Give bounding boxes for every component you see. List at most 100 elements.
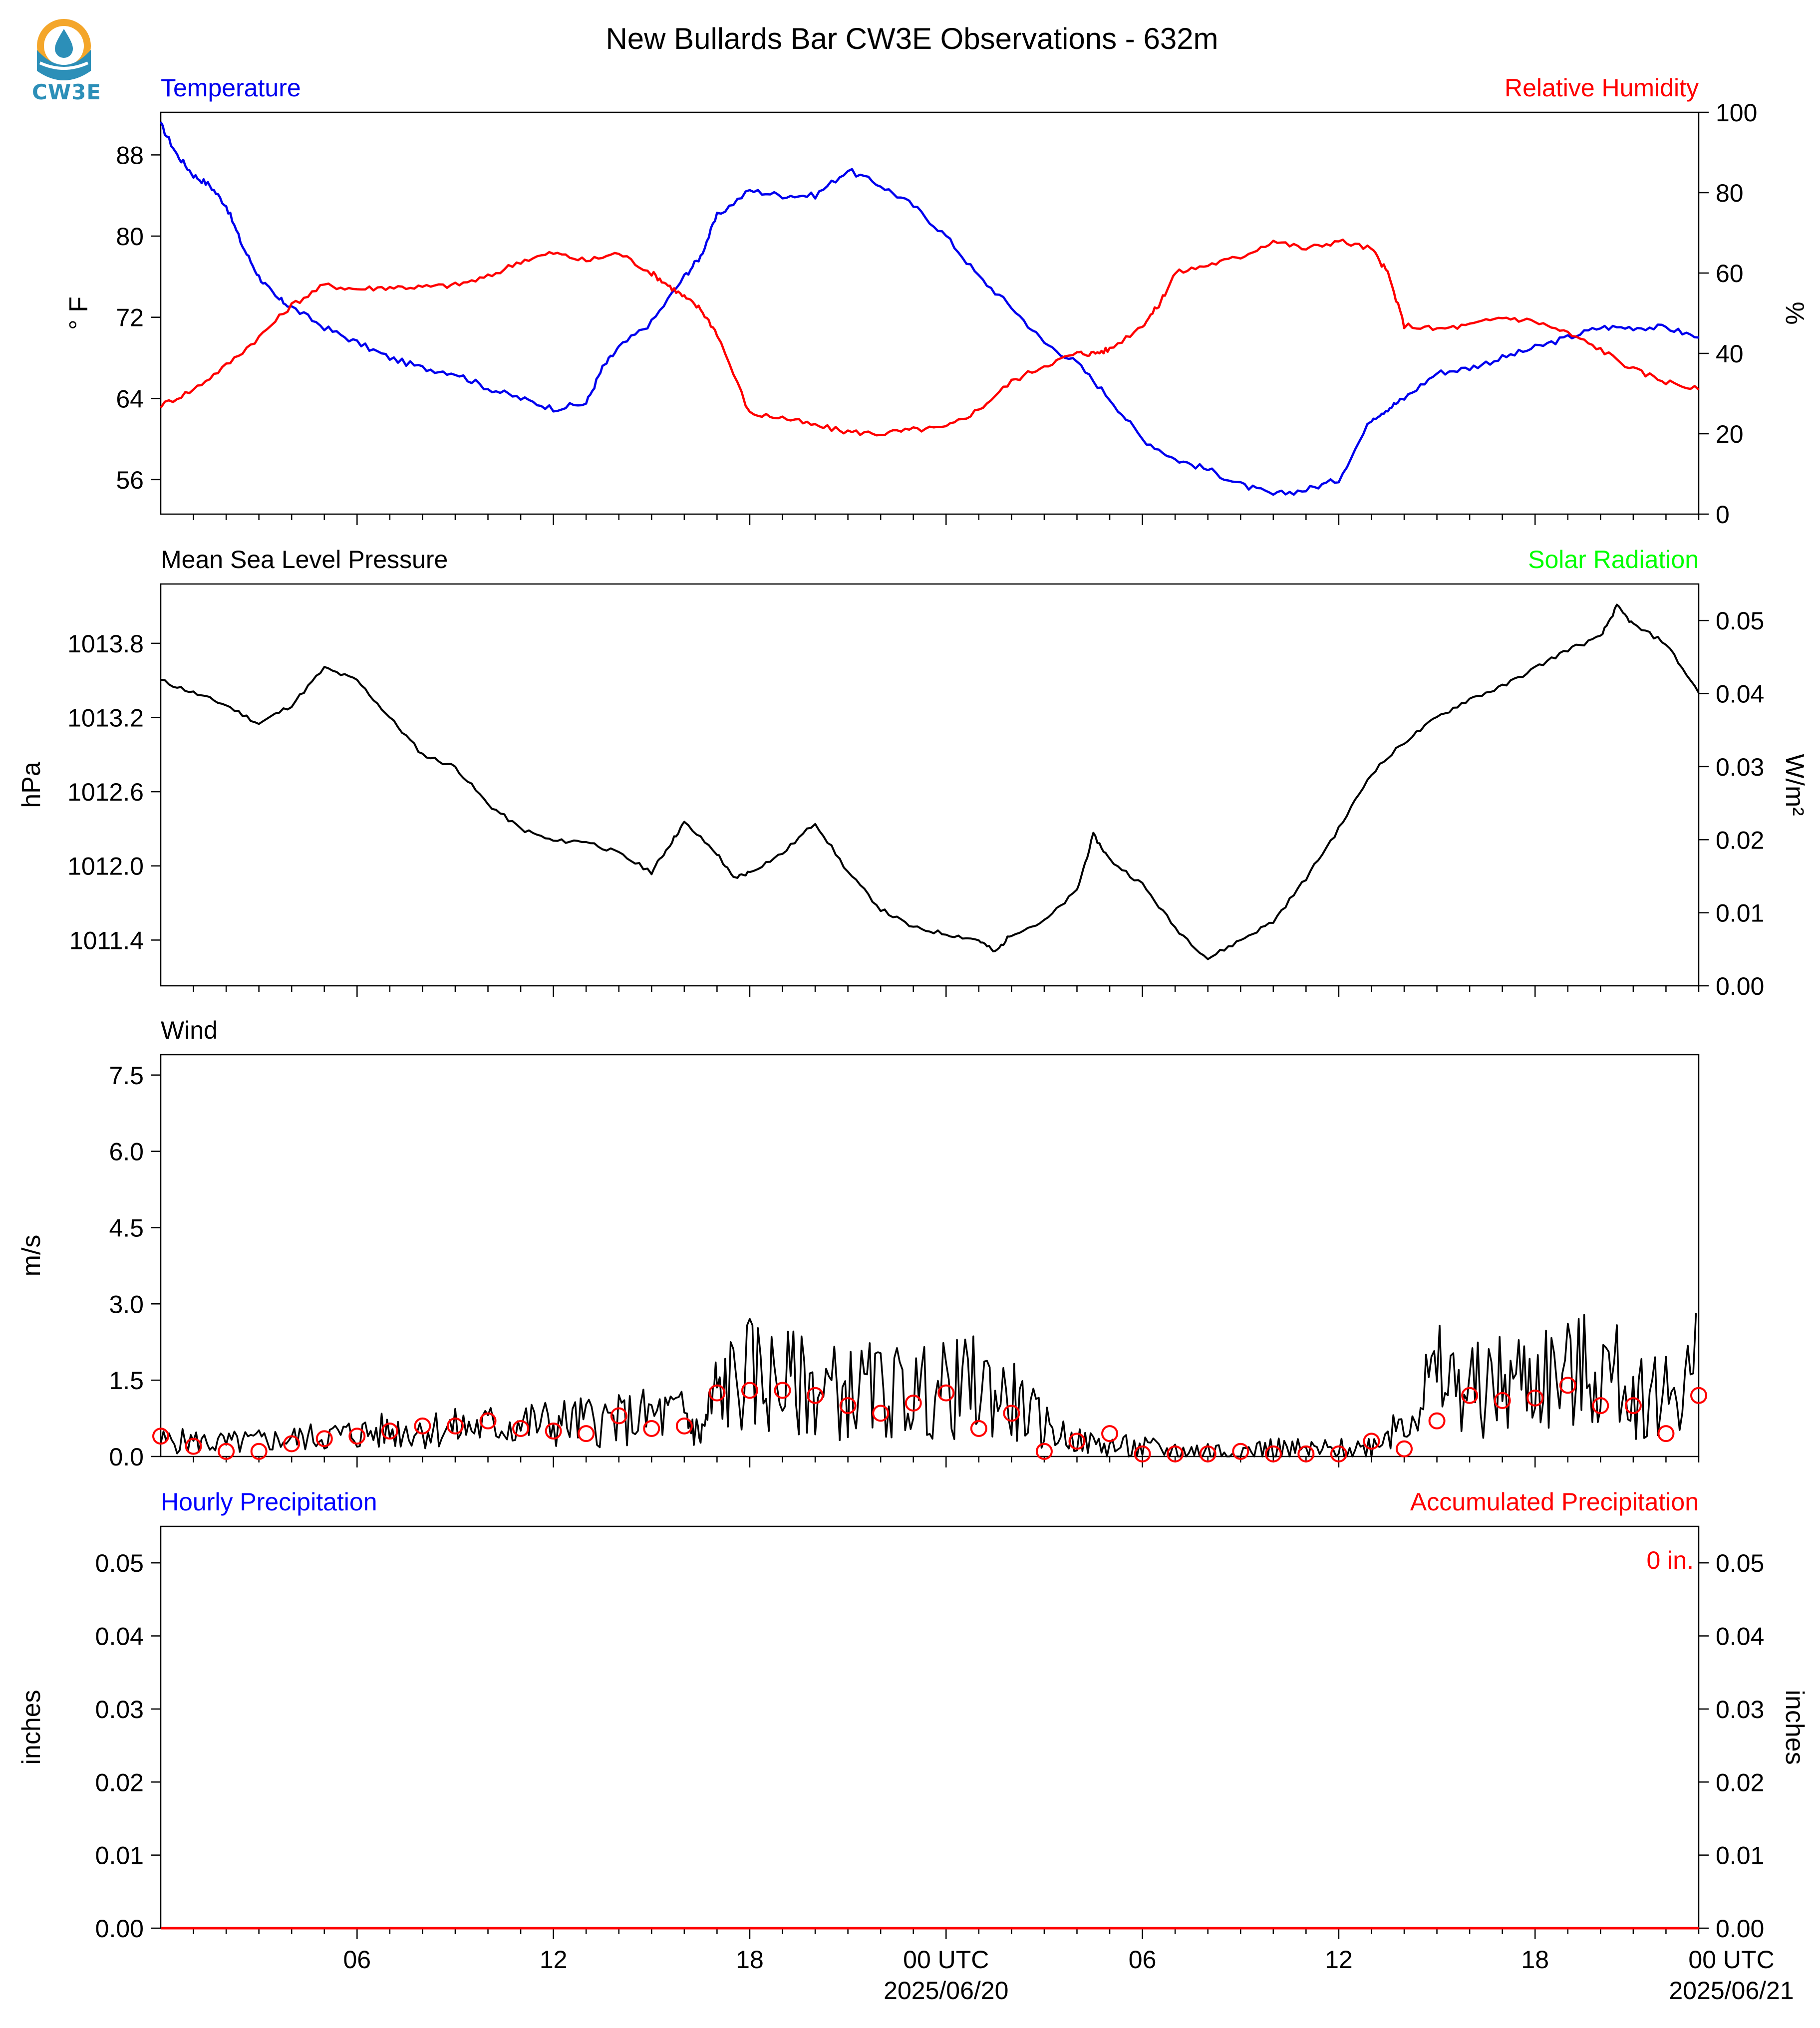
- wind-barb-marker: [774, 1382, 791, 1399]
- y-right-tick-label: 0.05: [1716, 607, 1764, 635]
- y-tick-label: 6.0: [109, 1138, 144, 1166]
- wind-barb-marker: [905, 1395, 922, 1412]
- wind-barb-marker: [348, 1428, 366, 1445]
- wind-barb-marker: [807, 1387, 824, 1404]
- y-right-tick-label: 0.05: [1716, 1549, 1764, 1577]
- accumulated-precip-annotation: 0 in.: [1646, 1546, 1694, 1574]
- wind-barb-marker: [708, 1384, 726, 1402]
- wind-barb-marker: [1526, 1389, 1544, 1407]
- wind-barb-marker: [1461, 1387, 1479, 1404]
- y-right-tick-label: 0.01: [1716, 899, 1764, 927]
- x-tick-label: 12: [540, 1946, 568, 1974]
- panel-4: Hourly Precipitation Accumulated Precipit…: [17, 1488, 1809, 1943]
- wind-barb-marker: [414, 1417, 431, 1435]
- wind-barb-marker: [250, 1443, 268, 1460]
- y-axis-label: hPa: [17, 762, 46, 808]
- wind-barb-marker: [1199, 1445, 1216, 1462]
- wind-barb-marker: [218, 1443, 235, 1460]
- y-right-tick-label: 0.00: [1716, 972, 1764, 1000]
- y-tick-label: 0.03: [95, 1696, 144, 1724]
- y-tick-label: 64: [116, 385, 144, 413]
- wind-barb-marker: [545, 1423, 562, 1440]
- panel-right-title: Solar Radiation: [1528, 546, 1699, 574]
- x-tick-label: 06: [1129, 1946, 1157, 1974]
- y-right-tick-label: 100: [1716, 99, 1757, 127]
- panel-3: Wind 0.0 1.5 3.0 4.5 6.0 7.5 m/s: [17, 1016, 1707, 1471]
- y-right-tick-label: 0.04: [1716, 1623, 1764, 1651]
- wind-barb-marker: [1101, 1425, 1119, 1443]
- panel-left-title: Wind: [161, 1016, 218, 1044]
- logo-text: CW3E: [32, 80, 102, 104]
- panel-frame: [160, 1054, 1700, 1457]
- wind-barb-marker: [446, 1417, 464, 1435]
- y-right-tick-label: 0.03: [1716, 1696, 1764, 1724]
- panel-right-title: Accumulated Precipitation: [1410, 1488, 1699, 1516]
- wind-barb-marker: [1559, 1377, 1576, 1394]
- wind-barb-marker: [1330, 1445, 1347, 1462]
- y-axis-label: m/s: [17, 1235, 46, 1277]
- x-date-label: 2025/06/20: [884, 1977, 1008, 2005]
- humidity-line: [160, 238, 1700, 437]
- wind-barb-marker: [283, 1435, 301, 1452]
- wind-barb-marker: [970, 1420, 987, 1437]
- x-tick-label: 12: [1325, 1946, 1353, 1974]
- wind-barb-marker: [1068, 1433, 1086, 1450]
- y-right-tick-label: 0.01: [1716, 1842, 1764, 1870]
- y-tick-label: 0.0: [109, 1443, 144, 1471]
- y-tick-label: 80: [116, 223, 144, 251]
- wind-barb-marker: [610, 1407, 627, 1425]
- wind-barb-marker: [1167, 1445, 1184, 1462]
- y-tick-label: 88: [116, 141, 144, 169]
- wind-barb-marker: [152, 1428, 169, 1445]
- y-axis-label: inches: [17, 1690, 46, 1764]
- y-tick-label: 72: [116, 304, 144, 332]
- y-tick-label: 0.02: [95, 1768, 144, 1796]
- wind-barb-marker: [937, 1384, 955, 1402]
- y-right-tick-label: 0: [1716, 501, 1730, 529]
- cw3e-water-drop-logo-icon: [37, 19, 91, 80]
- panel-left-title: Hourly Precipitation: [161, 1488, 377, 1516]
- wind-barb-marker: [185, 1438, 202, 1455]
- wind-barb-marker: [578, 1425, 595, 1443]
- y-tick-label: 7.5: [109, 1062, 144, 1090]
- y-right-tick-label: 0.04: [1716, 680, 1764, 708]
- x-tick-label: 00 UTC: [903, 1946, 989, 1974]
- panel-frame: [160, 111, 1700, 515]
- x-tick-label: 06: [343, 1946, 371, 1974]
- x-date-label: 2025/06/21: [1669, 1977, 1794, 2005]
- y-right-axis-label: inches: [1780, 1690, 1809, 1764]
- wind-barb-marker: [1363, 1433, 1380, 1450]
- y-right-tick-label: 20: [1716, 420, 1744, 448]
- y-tick-label: 1012.0: [67, 853, 144, 880]
- panel-frame: [160, 583, 1700, 987]
- y-right-axis-label: W/m²: [1780, 754, 1809, 816]
- y-tick-label: 56: [116, 466, 144, 494]
- wind-speed-line: [160, 1313, 1697, 1457]
- panel-left-title: Temperature: [161, 74, 301, 102]
- x-tick-label: 18: [1521, 1946, 1549, 1974]
- wind-barb-marker: [1592, 1397, 1609, 1415]
- wind-barb-marker: [1494, 1392, 1511, 1409]
- wind-barb-marker: [1396, 1440, 1413, 1457]
- panel-2: Mean Sea Level Pressure Solar Radiation 10…: [17, 546, 1809, 1000]
- cw3e-logo: [22, 15, 107, 110]
- panel-frame: [160, 1525, 1700, 1929]
- wind-barb-marker: [1690, 1387, 1707, 1404]
- wind-barb-marker: [1264, 1445, 1282, 1462]
- y-tick-label: 1.5: [109, 1367, 144, 1395]
- panel-right-title: Relative Humidity: [1505, 74, 1699, 102]
- wind-barb-marker: [381, 1423, 398, 1440]
- y-tick-label: 0.01: [95, 1842, 144, 1870]
- y-right-tick-label: 80: [1716, 179, 1744, 207]
- wind-barb-marker: [675, 1417, 693, 1435]
- x-tick-label: 00 UTC: [1688, 1946, 1774, 1974]
- wind-barb-marker: [1035, 1443, 1053, 1460]
- wind-barb-marker: [741, 1382, 758, 1399]
- y-tick-label: 3.0: [109, 1290, 144, 1318]
- y-axis-label: ° F: [64, 296, 93, 330]
- wind-barb-marker: [1624, 1397, 1642, 1415]
- y-right-tick-label: 0.02: [1716, 826, 1764, 854]
- y-tick-label: 0.04: [95, 1623, 144, 1651]
- wind-barb-marker: [1232, 1443, 1249, 1460]
